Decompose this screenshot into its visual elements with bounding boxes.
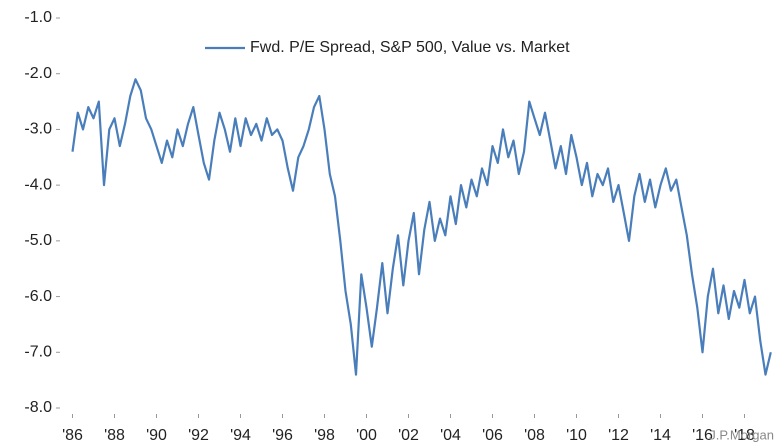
x-tick-label: '90: [146, 427, 167, 444]
x-tick-label: '14: [650, 427, 671, 444]
y-tick-label: -7.0: [24, 344, 52, 361]
x-tick-label: '16: [692, 427, 713, 444]
y-tick-label: -5.0: [24, 232, 52, 249]
x-tick-label: '94: [230, 427, 251, 444]
y-tick-label: -6.0: [24, 288, 52, 305]
y-tick-label: -8.0: [24, 399, 52, 416]
y-tick-label: -3.0: [24, 121, 52, 138]
x-tick-label: '12: [608, 427, 629, 444]
x-tick-label: '10: [566, 427, 587, 444]
legend-label: Fwd. P/E Spread, S&P 500, Value vs. Mark…: [250, 39, 570, 56]
x-tick-label: '18: [734, 427, 755, 444]
x-tick-label: '92: [188, 427, 209, 444]
x-tick-label: '08: [524, 427, 545, 444]
x-tick-label: '02: [398, 427, 419, 444]
x-tick-label: '96: [272, 427, 293, 444]
x-tick-label: '06: [482, 427, 503, 444]
x-tick-label: '98: [314, 427, 335, 444]
x-tick-label: '00: [356, 427, 377, 444]
data-line: [71, 78, 772, 376]
y-tick-label: -1.0: [24, 9, 52, 26]
x-tick-label: '88: [104, 427, 125, 444]
source: J.P.Morgan: [709, 427, 774, 442]
y-tick-label: -2.0: [24, 65, 52, 82]
x-tick-label: '04: [440, 427, 461, 444]
x-tick-label: '86: [62, 427, 83, 444]
y-tick-label: -4.0: [24, 176, 52, 193]
